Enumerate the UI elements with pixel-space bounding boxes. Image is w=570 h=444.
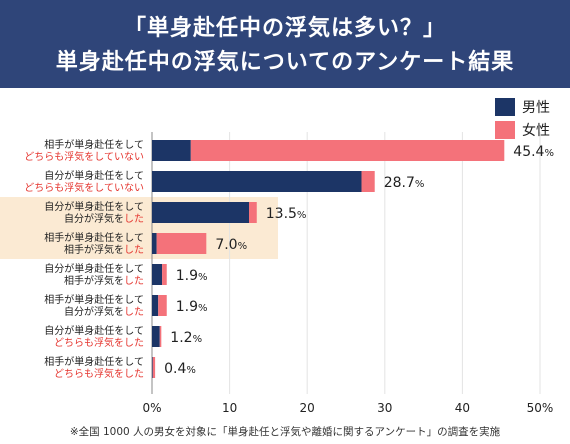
category-label-line2: 相手が浮気をした — [64, 274, 144, 287]
total-value-unit: % — [238, 241, 248, 252]
category-label-emphasis: した — [124, 213, 144, 225]
bar-male — [152, 357, 153, 378]
x-tick-label: 0% — [142, 401, 161, 415]
category-label-plain: 自分が浮気を — [64, 305, 124, 318]
x-tick-label: 40 — [455, 401, 470, 415]
category-label-emphasis: した — [124, 306, 144, 318]
bar-male — [152, 264, 163, 285]
category-label-emphasis: どちらも浮気をしていない — [24, 150, 144, 163]
bar-female — [162, 264, 167, 285]
bar-male — [152, 202, 249, 223]
chart-title-line1: 「単身赴任中の浮気は多い？」 — [123, 16, 446, 41]
category-label-line2: 相手が浮気をした — [64, 243, 144, 256]
total-value-unit: % — [415, 179, 425, 190]
x-tick-label: 50% — [527, 401, 554, 415]
bar-female — [158, 295, 167, 316]
total-value-label: 1.9% — [176, 268, 208, 284]
category-label-line2: 自分が浮気をした — [64, 305, 144, 318]
total-value-label: 7.0% — [215, 237, 247, 253]
category-label-line1: 相手が単身赴任をして — [44, 138, 144, 151]
total-value-unit: % — [186, 365, 196, 376]
category-label-emphasis: どちらも浮気をしていない — [24, 181, 144, 194]
legend-swatch-female — [495, 121, 515, 139]
total-value-label: 45.4% — [513, 144, 554, 160]
category-label-line1: 相手が単身赴任をして — [44, 355, 144, 368]
bar-female — [159, 326, 162, 347]
bar-male — [152, 171, 362, 192]
total-value-unit: % — [198, 303, 208, 314]
category-label-plain: 自分が浮気を — [64, 212, 124, 225]
bar-male — [152, 233, 157, 254]
total-value-label: 1.9% — [176, 299, 208, 315]
bar-female — [361, 171, 375, 192]
total-value-label: 0.4% — [164, 361, 196, 377]
category-label-line1: 自分が単身赴任をして — [44, 200, 144, 213]
x-tick-label: 30 — [377, 401, 392, 415]
category-label-line2: どちらも浮気をした — [54, 336, 144, 349]
category-label-line1: 自分が単身赴任をして — [44, 324, 144, 337]
bar-male — [152, 326, 160, 347]
x-tick-label: 20 — [300, 401, 315, 415]
category-label-emphasis: どちらも浮気をした — [54, 367, 144, 380]
legend-label-male: 男性 — [522, 100, 550, 116]
total-value-unit: % — [297, 210, 307, 221]
category-label-line2: どちらも浮気をした — [54, 367, 144, 380]
category-label-line1: 相手が単身赴任をして — [44, 231, 144, 244]
category-label-plain: 相手が浮気を — [64, 274, 124, 287]
legend-swatch-male — [495, 98, 515, 116]
footnote: ※全国 1000 人の男女を対象に「単身赴任と浮気や離婚に関するアンケート」の調… — [69, 426, 501, 438]
title-banner: 「単身赴任中の浮気は多い？」 単身赴任中の浮気についてのアンケート結果 — [0, 0, 570, 88]
total-value-label: 1.2% — [170, 330, 202, 346]
x-tick-label: 10 — [222, 401, 237, 415]
total-value-unit: % — [198, 272, 208, 283]
category-label-plain: 相手が浮気を — [64, 243, 124, 256]
category-label-line2: どちらも浮気をしていない — [24, 150, 144, 163]
category-label-emphasis: した — [124, 275, 144, 287]
category-label-emphasis: どちらも浮気をした — [54, 336, 144, 349]
bar-male — [152, 295, 159, 316]
total-value-unit: % — [544, 148, 554, 159]
bar-female — [190, 140, 505, 161]
total-value-label: 28.7% — [384, 175, 425, 191]
total-value-label: 13.5% — [266, 206, 307, 222]
bar-female — [156, 233, 207, 254]
category-label-emphasis: した — [124, 244, 144, 256]
category-label-line2: 自分が浮気をした — [64, 212, 144, 225]
legend-label-female: 女性 — [522, 123, 550, 139]
category-label-line2: どちらも浮気をしていない — [24, 181, 144, 194]
bar-female — [249, 202, 257, 223]
category-label-line1: 自分が単身赴任をして — [44, 169, 144, 182]
category-label-line1: 自分が単身赴任をして — [44, 262, 144, 275]
chart-area: 男性 女性 0% 10 20 30 40 50% 相手が単身赴任をして どちらも浮気をしていな… — [0, 88, 570, 444]
bar-male — [152, 140, 191, 161]
category-label-line1: 相手が単身赴任をして — [44, 293, 144, 306]
chart-title-line2: 単身赴任中の浮気についてのアンケート結果 — [55, 50, 515, 75]
total-value-unit: % — [193, 334, 203, 345]
bar-female — [152, 357, 156, 378]
